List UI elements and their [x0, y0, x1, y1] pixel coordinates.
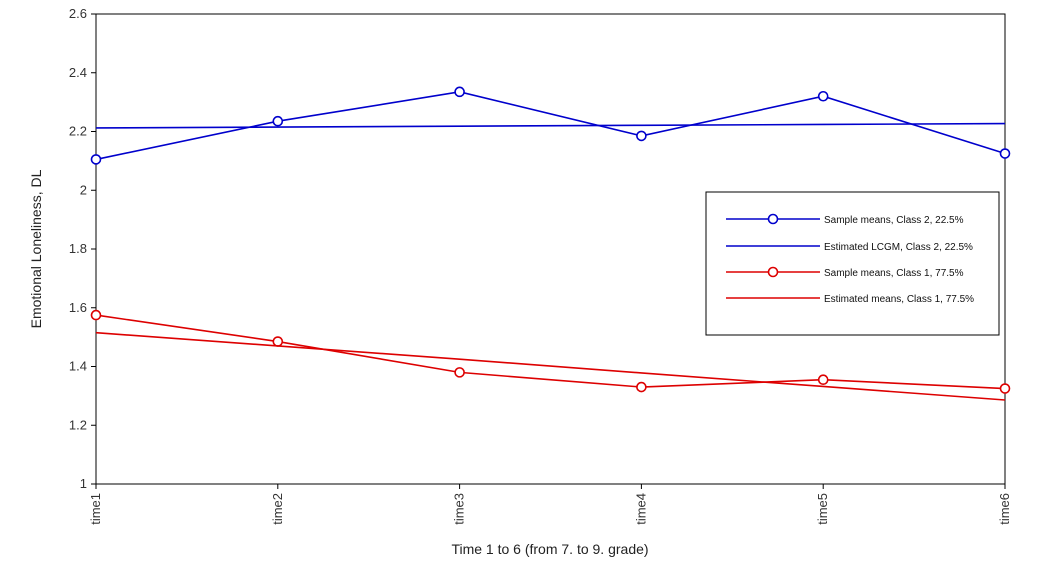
data-point	[999, 148, 1011, 159]
x-tick-label: time5	[815, 493, 830, 525]
data-point	[272, 115, 284, 127]
series-line-2	[95, 122, 1006, 129]
x-tick-label: time2	[270, 493, 285, 525]
series-line-4	[95, 331, 1006, 401]
data-point	[636, 130, 647, 142]
y-tick-label: 1.4	[69, 359, 87, 374]
y-tick-label: 1.6	[69, 300, 87, 315]
data-point	[454, 86, 465, 98]
y-tick-label: 2.2	[69, 124, 87, 139]
y-tick-label: 2.4	[69, 65, 87, 80]
y-tick-label: 1.2	[69, 417, 87, 432]
legend-label: Estimated means, Class 1, 77.5%	[824, 294, 974, 305]
legend-marker	[767, 213, 779, 225]
x-tick-label: time4	[633, 493, 648, 525]
y-tick-label: 2.6	[69, 6, 87, 21]
data-point	[90, 154, 102, 165]
data-point	[999, 383, 1011, 394]
y-axis: 1 1.2 1.4 1.6 1.8 2 2.2 2.4 2.6	[69, 6, 96, 491]
x-axis-title: Time 1 to 6 (from 7. to 9. grade)	[451, 541, 648, 557]
series-line-3	[95, 314, 1006, 390]
data-point	[454, 367, 465, 378]
y-tick-label: 2	[80, 182, 87, 197]
legend-label: Sample means, Class 2, 22.5%	[824, 215, 964, 226]
x-tick-label: time3	[452, 493, 467, 525]
data-point	[817, 374, 829, 386]
legend-marker	[767, 266, 779, 278]
legend-label: Estimated LCGM, Class 2, 22.5%	[824, 242, 973, 253]
data-point	[817, 90, 829, 102]
y-tick-label: 1	[80, 476, 87, 491]
legend: Sample means, Class 2, 22.5% Estimated LC…	[705, 191, 1000, 336]
y-axis-title: Emotional Loneliness, DL	[28, 169, 44, 328]
y-tick-label: 1.8	[69, 241, 87, 256]
legend-label: Sample means, Class 1, 77.5%	[824, 268, 964, 279]
data-point	[272, 336, 284, 347]
x-tick-label: time6	[997, 493, 1012, 525]
data-point	[90, 309, 102, 321]
x-tick-label: time1	[88, 493, 103, 525]
x-axis: time1 time2 time3 time4 time5 time6	[88, 484, 1012, 525]
series-layer	[90, 86, 1011, 401]
legend-box	[705, 191, 1000, 336]
data-point	[636, 381, 647, 393]
